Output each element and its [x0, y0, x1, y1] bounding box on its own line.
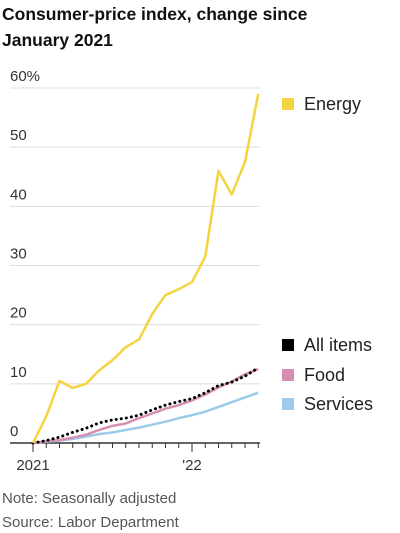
- chart-title: Consumer-price index, change since: [2, 4, 308, 24]
- legend-swatch: [282, 339, 294, 351]
- line: [31, 366, 260, 445]
- y-tick-label: 10: [10, 364, 27, 381]
- source: Source: Labor Department: [2, 514, 180, 531]
- legend-label: Energy: [304, 94, 361, 114]
- x-tick-label: 2021: [16, 457, 49, 474]
- y-tick-label: 20: [10, 305, 27, 322]
- legend-label: Food: [304, 365, 345, 385]
- chart-title: January 2021: [2, 30, 113, 50]
- y-tick-label: 40: [10, 186, 27, 203]
- note: Note: Seasonally adjusted: [2, 490, 176, 507]
- legend-swatch: [282, 398, 294, 410]
- y-tick-label: 30: [10, 246, 27, 263]
- legend-label: Services: [304, 394, 373, 414]
- line: [32, 367, 259, 445]
- y-tick-label: 0: [10, 423, 18, 440]
- x-tick-label: '22: [182, 457, 202, 474]
- line: [31, 93, 260, 444]
- y-tick-label: 50: [10, 127, 27, 144]
- legend-label: All items: [304, 335, 372, 355]
- y-tick-label: 60%: [10, 68, 40, 85]
- legend-swatch: [282, 369, 294, 381]
- legend-swatch: [282, 98, 294, 110]
